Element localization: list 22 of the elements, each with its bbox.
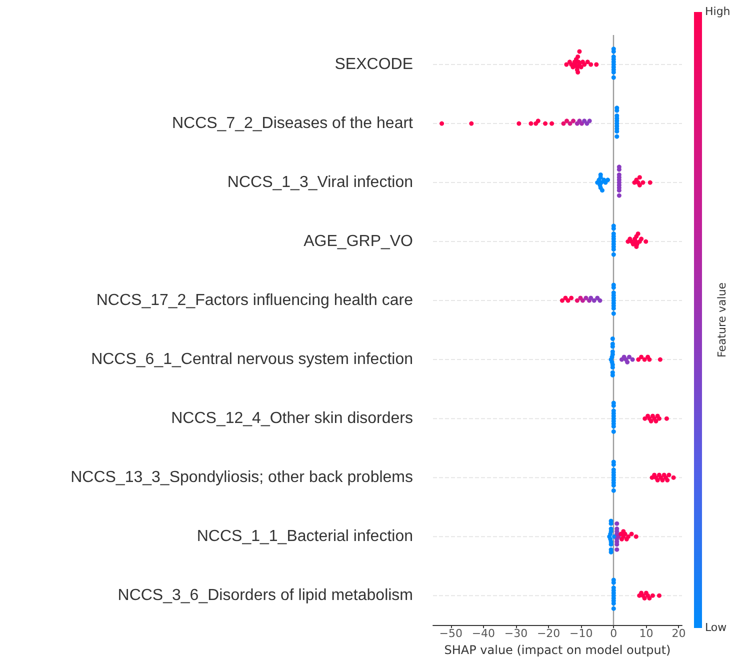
x-tick-label: 10	[639, 627, 654, 640]
x-tick-label: −50	[439, 627, 463, 640]
y-tick-label: NCCS_3_6_Disorders of lipid metabolism	[118, 587, 413, 604]
x-tick-label: −40	[472, 627, 496, 640]
y-tick-label: SEXCODE	[334, 56, 413, 74]
y-tick-label: NCCS_6_1_Central nervous system infection	[91, 351, 413, 368]
y-tick-label: NCCS_13_3_Spondyliosis; other back problems	[70, 469, 413, 486]
y-tick-label: NCCS_1_1_Bacterial infection	[196, 528, 413, 546]
text: High	[705, 5, 730, 18]
x-tick-label: 20	[672, 627, 686, 640]
y-tick-label: AGE_GRP_VO	[304, 233, 413, 250]
color-bar-title: Feature value	[716, 282, 728, 358]
y-tick-label: NCCS_1_3_Viral infection	[227, 174, 413, 192]
x-axis-title: SHAP value (impact on model output)	[444, 643, 671, 657]
text: Low	[705, 621, 727, 634]
y-tick-label: NCCS_17_2_Factors influencing health care	[96, 292, 414, 310]
x-tick-label: −20	[536, 627, 560, 640]
x-tick-label: 0	[610, 627, 618, 640]
x-tick-label: −10	[569, 627, 593, 640]
x-tick-label: −30	[504, 627, 528, 640]
y-tick-label: NCCS_7_2_Diseases of the heart	[172, 115, 414, 132]
y-tick-label: NCCS_12_4_Other skin disorders	[171, 410, 413, 428]
